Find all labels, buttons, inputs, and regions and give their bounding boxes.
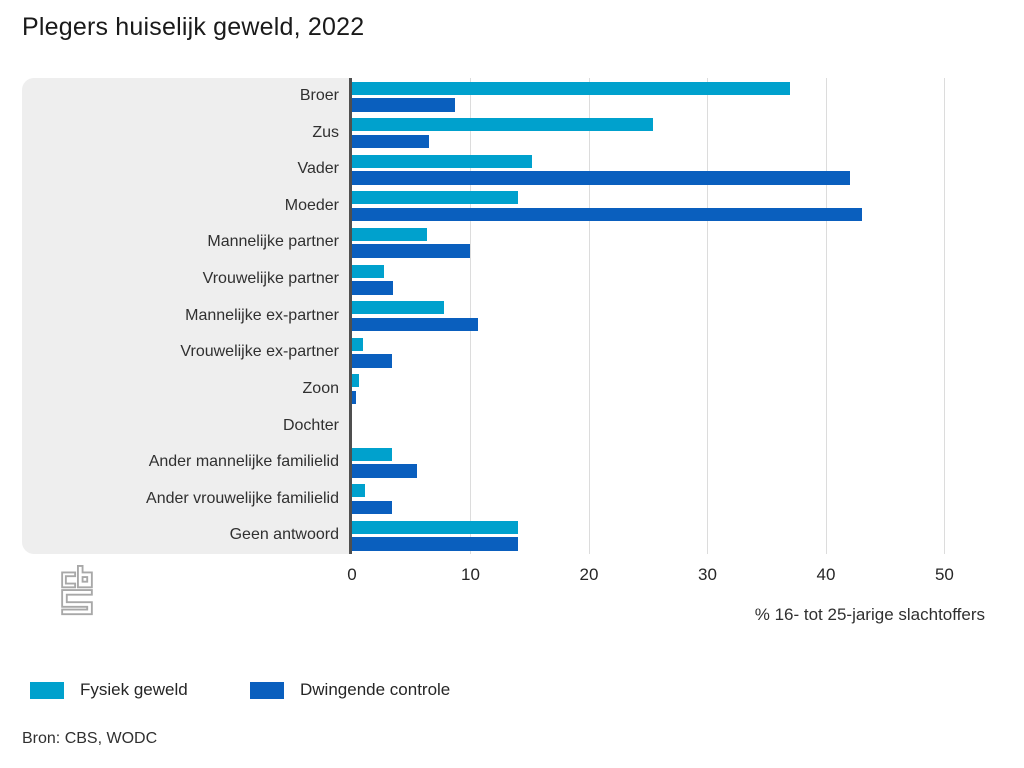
bar-dwingende-controle [352,98,456,112]
legend-swatch-dwingende-controle [250,681,284,699]
legend-item-dwingende-controle: Dwingende controle [250,680,450,700]
bar-dwingende-controle [352,171,850,185]
bar-fysiek-geweld [352,118,653,132]
source-text: Bron: CBS, WODC [22,730,158,747]
legend-label: Dwingende controle [300,680,451,699]
category-label: Vrouwelijke partner [202,270,339,288]
gridline [470,78,472,554]
bar-dwingende-controle [352,354,393,368]
category-label: Zoon [302,379,339,397]
bar-dwingende-controle [352,390,356,405]
legend-label: Fysiek geweld [80,680,188,699]
bar-fysiek-geweld [352,227,427,241]
cbs-logo-icon [61,565,93,616]
category-label: Ander mannelijke familielid [148,453,339,471]
bar-fysiek-geweld [352,447,393,461]
bar-fysiek-geweld [352,81,791,95]
x-axis-tick-label: 50 [934,565,954,584]
category-label: Ander vrouwelijke familielid [146,489,339,507]
gridline [825,78,827,554]
bar-dwingende-controle [352,317,478,332]
category-label: Moeder [284,196,339,214]
category-label: Geen antwoord [229,526,339,544]
y-axis-line [349,78,352,554]
category-label: Mannelijke partner [207,233,339,251]
gridline [944,78,946,554]
x-axis-title: % 16- tot 25-jarige slachtoffers [754,605,985,624]
x-axis-tick-label: 30 [698,565,717,584]
category-label: Dochter [282,416,339,434]
x-axis-tick-label: 0 [347,565,357,584]
bar-dwingende-controle [352,537,518,551]
bar-fysiek-geweld [352,264,384,278]
plot-area [352,78,980,554]
bar-fysiek-geweld [352,374,360,388]
category-label: Vader [297,160,339,178]
bar-fysiek-geweld [352,301,445,315]
bar-fysiek-geweld [352,337,363,351]
x-axis-tick-label: 10 [461,565,480,584]
x-axis-tick-label: 20 [579,565,599,584]
bar-fysiek-geweld [352,520,518,534]
bar-fysiek-geweld [352,484,366,498]
bar-dwingende-controle [352,500,393,515]
bar-dwingende-controle [352,281,394,295]
bar-fysiek-geweld [352,191,518,205]
gridline [707,78,709,554]
category-label-panel: Broer Zus Vader Moeder Mannelijke partner Vro… [22,78,351,616]
chart-title: Plegers huiselijk geweld, 2022 [22,13,365,41]
gridline [588,78,590,554]
legend-swatch-fysiek-geweld [30,681,64,699]
x-axis-tick-label: 40 [816,565,836,584]
bar-dwingende-controle [352,244,471,258]
legend-item-fysiek-geweld: Fysiek geweld [30,680,188,700]
category-label: Vrouwelijke ex-partner [180,343,339,361]
category-label: Mannelijke ex-partner [185,306,339,324]
bar-dwingende-controle [352,464,418,478]
bar-dwingende-controle [352,207,862,222]
category-label: Broer [299,87,339,104]
category-label: Zus [312,123,339,141]
bar-fysiek-geweld [352,154,533,168]
bar-dwingende-controle [352,134,430,149]
